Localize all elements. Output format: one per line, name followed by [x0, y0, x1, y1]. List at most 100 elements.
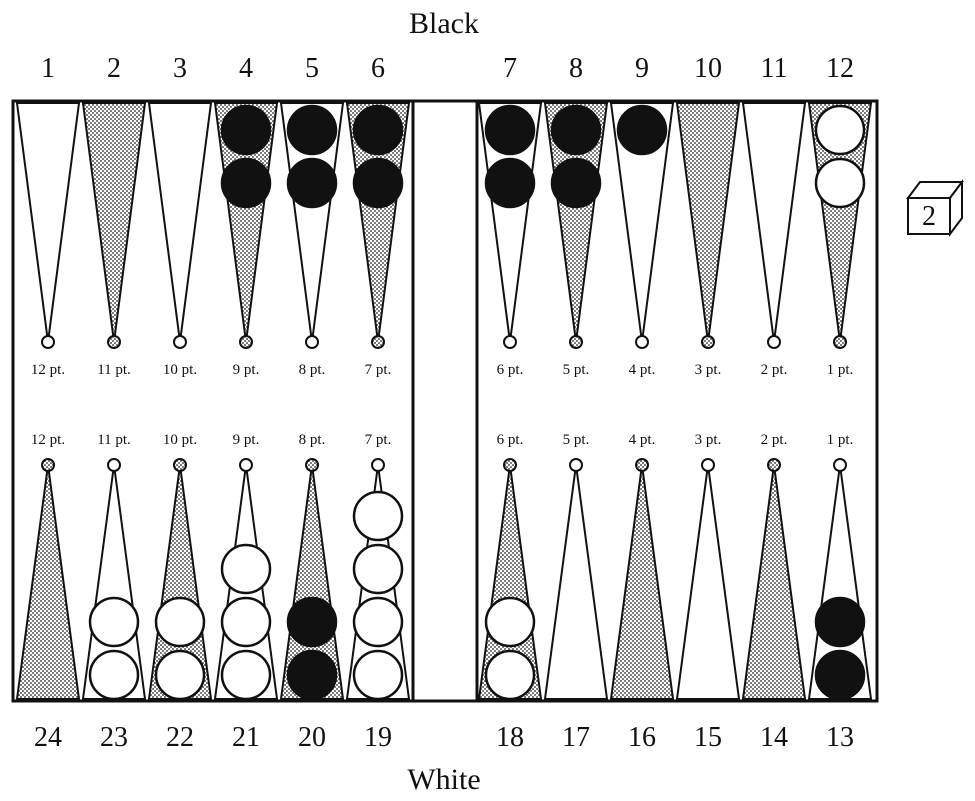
black-checker[interactable] [616, 104, 668, 156]
white-checker[interactable] [220, 649, 272, 701]
point-number-19: 19 [364, 722, 392, 753]
black-checker[interactable] [220, 157, 272, 209]
point-6[interactable] [345, 102, 411, 343]
point-7[interactable] [477, 102, 543, 343]
pip-label-17: 5 pt. [563, 432, 590, 448]
black-side-label: Black [409, 7, 479, 40]
point-1-tip-marker [41, 335, 55, 349]
pip-label-19: 7 pt. [365, 432, 392, 448]
point-number-13: 13 [826, 722, 854, 753]
pip-label-13: 1 pt. [827, 432, 854, 448]
white-checker[interactable] [88, 596, 140, 648]
point-2-tip-marker [107, 335, 121, 349]
point-11[interactable] [741, 102, 807, 343]
black-checker[interactable] [286, 157, 338, 209]
pip-label-10: 3 pt. [695, 362, 722, 378]
pip-label-2: 11 pt. [97, 362, 131, 378]
point-number-22: 22 [166, 722, 194, 753]
point-9-tip-marker [635, 335, 649, 349]
black-checker[interactable] [814, 596, 866, 648]
white-checker[interactable] [88, 649, 140, 701]
white-checker[interactable] [220, 596, 272, 648]
point-5-tip-marker [305, 335, 319, 349]
pip-label-14: 2 pt. [761, 432, 788, 448]
black-checker[interactable] [286, 596, 338, 648]
white-checker[interactable] [352, 543, 404, 595]
pip-label-4: 9 pt. [233, 362, 260, 378]
point-number-9: 9 [635, 53, 649, 84]
point-16[interactable] [609, 464, 675, 700]
point-14[interactable] [741, 464, 807, 700]
white-checker[interactable] [814, 157, 866, 209]
pip-label-11: 2 pt. [761, 362, 788, 378]
point-2[interactable] [81, 102, 147, 343]
black-checker[interactable] [286, 649, 338, 701]
point-23-tip-marker [107, 458, 121, 472]
point-number-1: 1 [41, 53, 55, 84]
point-number-6: 6 [371, 53, 385, 84]
black-checker[interactable] [352, 104, 404, 156]
pip-label-24: 12 pt. [31, 432, 65, 448]
point-15[interactable] [675, 464, 741, 700]
point-19-tip-marker [371, 458, 385, 472]
point-number-23: 23 [100, 722, 128, 753]
point-number-8: 8 [569, 53, 583, 84]
black-checker[interactable] [286, 104, 338, 156]
black-checker[interactable] [550, 157, 602, 209]
white-checker[interactable] [220, 543, 272, 595]
pip-label-1: 12 pt. [31, 362, 65, 378]
point-24[interactable] [15, 464, 81, 700]
pip-label-18: 6 pt. [497, 432, 524, 448]
pip-label-8: 5 pt. [563, 362, 590, 378]
cube-value: 2 [922, 201, 936, 232]
white-checker[interactable] [352, 596, 404, 648]
point-17[interactable] [543, 464, 609, 700]
point-number-11: 11 [761, 53, 788, 84]
white-checker[interactable] [352, 490, 404, 542]
point-17-tip-marker [569, 458, 583, 472]
point-12[interactable] [807, 102, 873, 343]
point-6-tip-marker [371, 335, 385, 349]
checkers-layer [88, 104, 866, 701]
point-number-24: 24 [34, 722, 62, 753]
point-5[interactable] [279, 102, 345, 343]
white-checker[interactable] [154, 649, 206, 701]
white-checker[interactable] [814, 104, 866, 156]
point-18-tip-marker [503, 458, 517, 472]
black-checker[interactable] [352, 157, 404, 209]
point-20-tip-marker [305, 458, 319, 472]
white-checker[interactable] [484, 649, 536, 701]
white-checker[interactable] [484, 596, 536, 648]
point-10[interactable] [675, 102, 741, 343]
point-4[interactable] [213, 102, 279, 343]
point-9[interactable] [609, 102, 675, 343]
point-1[interactable] [15, 102, 81, 343]
point-3-tip-marker [173, 335, 187, 349]
white-checker[interactable] [352, 649, 404, 701]
point-number-3: 3 [173, 53, 187, 84]
doubling-cube[interactable]: 2 [906, 179, 964, 237]
point-4-tip-marker [239, 335, 253, 349]
bar [411, 99, 479, 703]
point-number-5: 5 [305, 53, 319, 84]
pip-label-5: 8 pt. [299, 362, 326, 378]
black-checker[interactable] [550, 104, 602, 156]
point-14-tip-marker [767, 458, 781, 472]
bottom-point-numbers: 13 14 15 16 17 18 19 20 21 22 23 24 [34, 722, 854, 753]
point-10-tip-marker [701, 335, 715, 349]
point-21-tip-marker [239, 458, 253, 472]
pip-label-20: 8 pt. [299, 432, 326, 448]
point-8[interactable] [543, 102, 609, 343]
black-checker[interactable] [220, 104, 272, 156]
point-3[interactable] [147, 102, 213, 343]
black-checker[interactable] [814, 649, 866, 701]
pip-label-3: 10 pt. [163, 362, 197, 378]
pip-label-9: 4 pt. [629, 362, 656, 378]
white-checker[interactable] [154, 596, 206, 648]
black-checker[interactable] [484, 104, 536, 156]
black-checker[interactable] [484, 157, 536, 209]
point-number-2: 2 [107, 53, 121, 84]
pip-label-16: 4 pt. [629, 432, 656, 448]
point-number-7: 7 [503, 53, 517, 84]
pip-label-21: 9 pt. [233, 432, 260, 448]
